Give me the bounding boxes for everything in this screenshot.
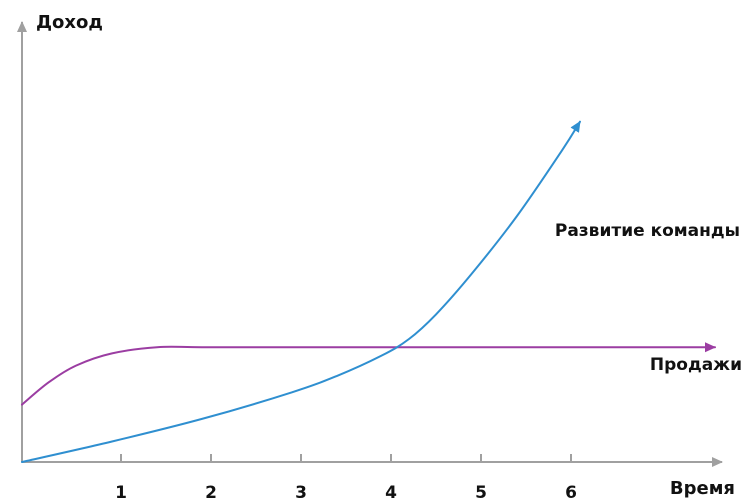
- series-label-sales: Продажи: [650, 355, 742, 375]
- axes: [17, 21, 723, 467]
- x-tick-label: 2: [205, 483, 217, 503]
- x-tick-label: 1: [115, 483, 127, 503]
- series-line-team-development: [21, 120, 581, 463]
- x-ticks: 1 2 3 4 5 6: [115, 454, 577, 503]
- x-tick-label: 5: [475, 483, 487, 503]
- x-tick-label: 4: [385, 483, 397, 503]
- series-layer: [21, 120, 716, 463]
- series-label-team-development: Развитие команды: [555, 221, 740, 241]
- y-axis-title: Доход: [36, 12, 103, 33]
- x-axis-title: Время: [670, 478, 735, 499]
- x-tick-label: 6: [565, 483, 577, 503]
- series-line-sales: [21, 342, 716, 406]
- x-tick-label: 3: [295, 483, 307, 503]
